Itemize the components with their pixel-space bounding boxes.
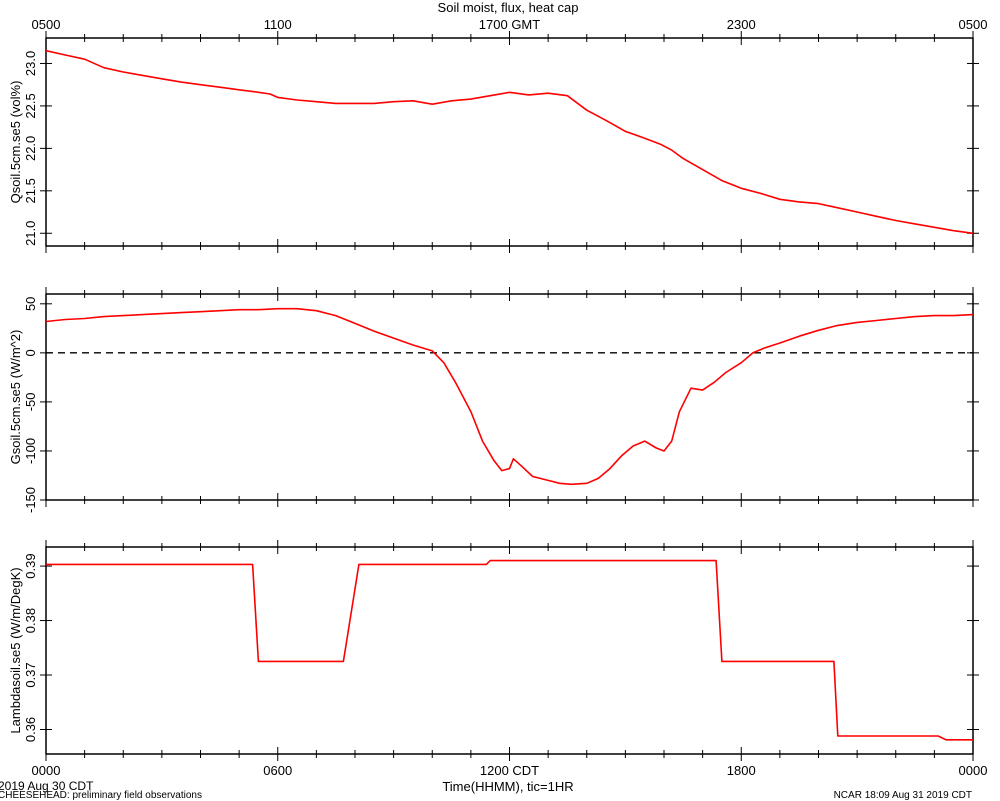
- y-tick-label: 21.5: [23, 178, 38, 203]
- footer-credit: NCAR 18:09 Aug 31 2019 CDT: [833, 790, 972, 801]
- y-tick-label: 50: [23, 297, 38, 311]
- y-axis-label: Lambdasoil.se5 (W/m/DegK): [8, 567, 23, 733]
- x-tick-marks: [45, 31, 974, 253]
- x-tick-marks: [45, 540, 974, 761]
- y-tick-label: 0.38: [23, 608, 38, 633]
- y-tick-label: 0: [23, 349, 38, 356]
- y-tick-label: 23.0: [23, 51, 38, 76]
- plot-frame: [45, 37, 974, 247]
- plot-frame: [45, 546, 974, 755]
- y-axis-label: Qsoil.5cm.se5 (vol%): [8, 81, 23, 204]
- y-tick-label: -100: [23, 438, 38, 464]
- y-tick-label: 0.39: [23, 553, 38, 578]
- bottom-tick-label: 1800: [727, 763, 756, 778]
- bottom-tick-label: 0000: [32, 763, 61, 778]
- top-tick-label: 2300: [727, 17, 756, 32]
- y-tick-label: 22.0: [23, 136, 38, 161]
- x-axis-label: Time(HHMM), tic=1HR: [442, 779, 573, 794]
- chart-title: Soil moist, flux, heat cap: [438, 0, 579, 15]
- top-tick-label: 1100: [264, 17, 292, 32]
- bottom-tick-label: 1200 CDT: [480, 763, 539, 778]
- top-tick-label: 0500: [959, 17, 988, 32]
- series-line: [45, 307, 974, 486]
- y-tick-label: 0.37: [23, 662, 38, 687]
- y-tick-label: -50: [23, 393, 38, 412]
- series-line: [45, 49, 974, 235]
- y-tick-label: 21.0: [23, 221, 38, 246]
- soil-heat-flux-panel: -150 -100 -50 0 50 Gsoil.5cm.se5 (W/m^2): [8, 287, 979, 513]
- top-axis-tick-labels: 0500 1100 1700 GMT 2300 0500: [32, 17, 988, 32]
- top-tick-label: 1700 GMT: [479, 17, 540, 32]
- bottom-axis-tick-labels: 0000 0600 1200 CDT 1800 0000: [32, 763, 988, 778]
- bottom-tick-label: 0000: [959, 763, 988, 778]
- x-tick-marks: [45, 287, 974, 507]
- y-tick-label: 22.5: [23, 93, 38, 118]
- series-line: [46, 559, 973, 741]
- y-tick-label: 0.36: [23, 717, 38, 742]
- bottom-tick-label: 0600: [263, 763, 292, 778]
- y-tick-label: -150: [23, 487, 38, 513]
- y-axis-label: Gsoil.5cm.se5 (W/m^2): [8, 330, 23, 465]
- footer-project: CHEESEHEAD: preliminary field observatio…: [0, 790, 202, 801]
- footer-date: 2019 Aug 30 CDT: [0, 779, 94, 793]
- top-tick-label: 0500: [32, 17, 61, 32]
